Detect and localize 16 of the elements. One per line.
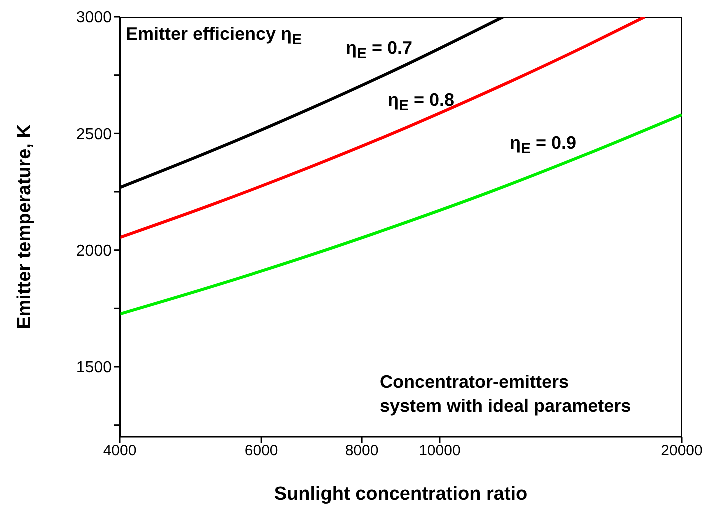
x-tick-label: 10000 — [419, 442, 461, 460]
x-tick-label: 8000 — [345, 442, 379, 460]
y-axis-title: Emitter temperature, K — [14, 124, 36, 330]
y-tick-label: 3000 — [76, 10, 112, 27]
y-tick-label: 1500 — [76, 360, 112, 377]
annotation: Emitter efficiency η$_{E}$ — [126, 23, 302, 51]
annotation: Concentrator-emitters system with ideal parameters — [380, 371, 632, 418]
y-tick-label: 2000 — [76, 243, 112, 260]
annotation: η$_{E}$ = 0.7 — [346, 37, 413, 65]
x-tick-label: 6000 — [244, 442, 278, 460]
x-axis-title: Sunlight concentration ratio — [274, 484, 528, 505]
x-tick-label: 20000 — [661, 442, 703, 460]
x-tick-label: 4000 — [103, 442, 137, 460]
annotation: η$_{E}$ = 0.9 — [510, 132, 577, 160]
annotation: η$_{E}$ = 0.8 — [388, 89, 455, 117]
y-tick-label: 2500 — [76, 126, 112, 144]
